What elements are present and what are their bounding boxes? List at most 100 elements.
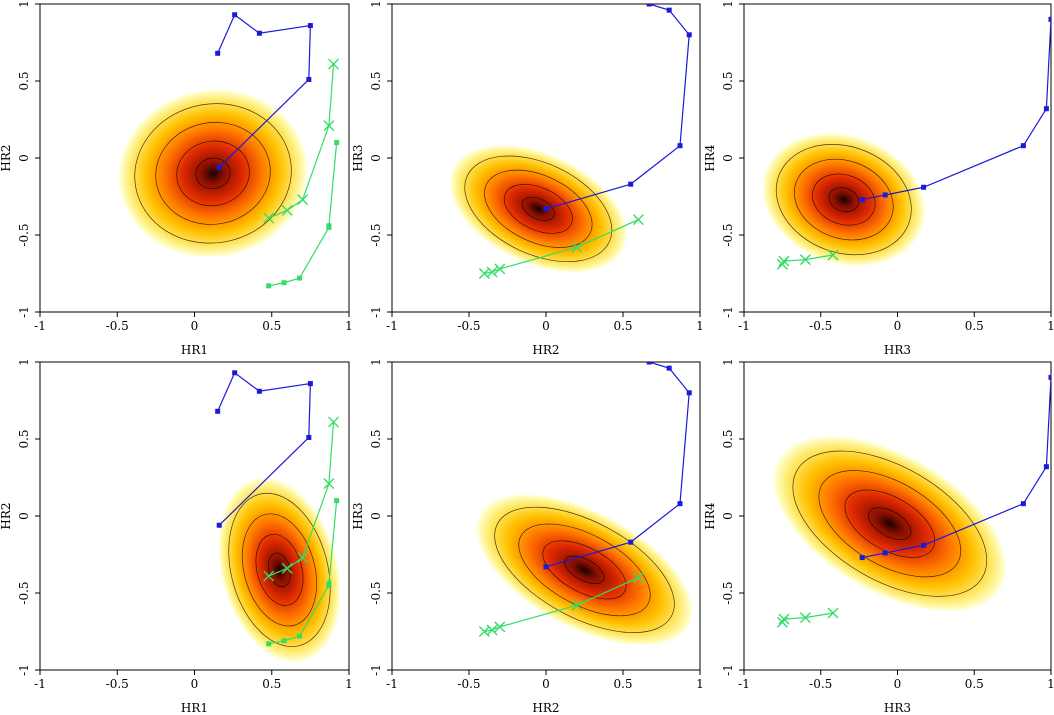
y-tick-label: 0 — [369, 512, 383, 520]
blue-track — [215, 370, 313, 528]
contour-line — [844, 489, 936, 558]
contour-line — [255, 534, 304, 606]
green-track — [776, 249, 839, 270]
contour-line — [812, 173, 876, 226]
track-point — [686, 32, 692, 38]
y-axis-label: HR4 — [703, 502, 717, 530]
contour-line — [775, 144, 912, 256]
contour-line — [484, 169, 593, 248]
track-point — [328, 416, 340, 428]
blue-track — [543, 4, 692, 212]
y-tick-label: 1 — [369, 358, 383, 366]
contour-line — [828, 187, 859, 213]
contour-line — [155, 122, 271, 225]
contour-line — [542, 540, 627, 600]
y-tick-label: 0 — [17, 154, 31, 162]
track-point — [256, 30, 262, 36]
track-point — [882, 550, 888, 556]
track-point — [666, 7, 672, 13]
track-point — [1043, 106, 1049, 112]
track-point — [334, 498, 340, 504]
x-tick-label: 1 — [696, 319, 704, 333]
y-axis-label: HR3 — [351, 144, 365, 171]
track-point — [677, 143, 683, 149]
contour-line — [242, 513, 317, 627]
blue-track — [859, 16, 1051, 203]
x-tick-label: -1 — [738, 677, 750, 691]
y-tick-label: 0.5 — [369, 71, 383, 90]
x-tick-label: -0.5 — [809, 319, 832, 333]
y-tick-label: -0.5 — [369, 581, 383, 604]
y-tick-label: -0.5 — [17, 581, 31, 604]
track-line — [268, 142, 338, 287]
panel-6: -1 -0.5 0 0.5 1 -1 -0.5 0 0.5 1 HR3 HR4 — [703, 358, 1054, 715]
y-tick-label: -0.5 — [17, 223, 31, 246]
y-tick-label: 1 — [721, 0, 735, 8]
track-point — [306, 76, 312, 82]
contour-line — [464, 155, 613, 263]
y-axis-label: HR2 — [0, 144, 13, 171]
track-point — [256, 388, 262, 394]
density-map — [117, 88, 309, 259]
track-point — [328, 58, 340, 70]
x-tick-label: 1 — [345, 319, 353, 333]
track-point — [628, 181, 634, 187]
track-line — [545, 362, 690, 568]
track-point — [571, 599, 583, 611]
x-tick-label: 0 — [894, 319, 902, 333]
y-axis-label: HR4 — [703, 144, 717, 172]
track-point — [778, 255, 790, 267]
y-tick-label: 0 — [17, 512, 31, 520]
y-axis-label: HR3 — [351, 502, 365, 529]
track-point — [776, 616, 788, 628]
track-point — [232, 370, 238, 376]
contour-line — [494, 506, 675, 633]
x-tick-label: 1 — [1047, 319, 1054, 333]
track-point — [859, 555, 865, 561]
track-point — [281, 204, 293, 216]
y-tick-label: -1 — [369, 306, 383, 318]
x-tick-label: -1 — [386, 677, 398, 691]
green-track — [263, 58, 340, 224]
x-axis-label: HR2 — [532, 701, 559, 715]
contour-line — [176, 140, 250, 207]
track-point — [478, 268, 490, 279]
x-tick-label: 1 — [345, 677, 353, 691]
track-point — [266, 641, 272, 647]
density-map — [217, 476, 342, 664]
track-point — [686, 390, 692, 396]
track-point — [297, 633, 303, 639]
track-point — [326, 224, 332, 230]
track-point — [297, 275, 303, 281]
track-point — [297, 552, 309, 564]
track-point — [666, 365, 672, 371]
track-point — [859, 197, 865, 203]
x-tick-label: 0.5 — [262, 319, 281, 333]
track-point — [215, 50, 221, 56]
y-tick-label: -1 — [721, 664, 735, 676]
track-point — [628, 539, 634, 545]
blue-track — [859, 374, 1051, 561]
track-point — [827, 607, 839, 619]
track-point — [478, 626, 490, 637]
green-track — [478, 214, 644, 279]
track-point — [232, 12, 238, 18]
green-track — [776, 607, 839, 628]
track-point — [307, 381, 313, 387]
x-axis-label: HR3 — [884, 701, 911, 715]
track-point — [281, 562, 293, 574]
x-tick-label: 0.5 — [262, 677, 281, 691]
blue-track — [215, 12, 313, 170]
track-point — [263, 212, 275, 224]
track-line — [217, 371, 311, 526]
track-point — [1048, 374, 1051, 380]
track-point — [921, 184, 927, 190]
contour-line — [792, 450, 988, 597]
y-axis-label: HR2 — [0, 502, 13, 529]
track-point — [326, 582, 332, 588]
track-point — [281, 638, 287, 644]
green-track — [263, 416, 340, 582]
track-point — [494, 621, 506, 633]
track-point — [494, 263, 506, 275]
